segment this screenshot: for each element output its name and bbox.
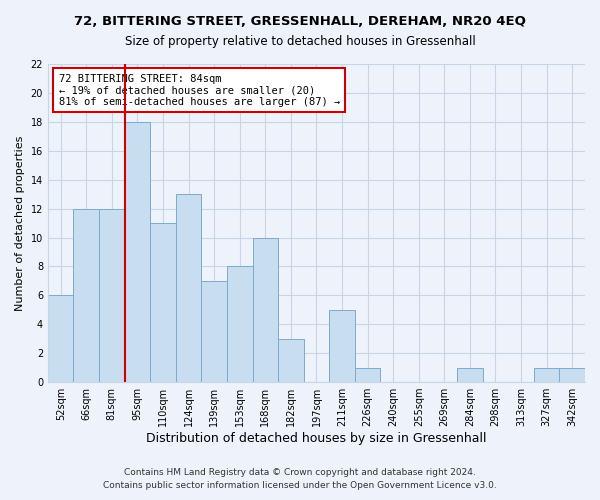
Text: 72 BITTERING STREET: 84sqm
← 19% of detached houses are smaller (20)
81% of semi: 72 BITTERING STREET: 84sqm ← 19% of deta… [59, 74, 340, 106]
Bar [559, 368, 585, 382]
Bar [457, 368, 482, 382]
Bar [534, 368, 559, 382]
Y-axis label: Number of detached properties: Number of detached properties [15, 136, 25, 310]
Bar [73, 208, 99, 382]
Bar [176, 194, 202, 382]
Bar [150, 223, 176, 382]
Bar [253, 238, 278, 382]
Text: Contains HM Land Registry data © Crown copyright and database right 2024.
Contai: Contains HM Land Registry data © Crown c… [103, 468, 497, 490]
Bar [202, 281, 227, 382]
Bar [329, 310, 355, 382]
Bar [99, 208, 125, 382]
Bar [48, 296, 73, 382]
Bar [355, 368, 380, 382]
Text: Size of property relative to detached houses in Gressenhall: Size of property relative to detached ho… [125, 35, 475, 48]
X-axis label: Distribution of detached houses by size in Gressenhall: Distribution of detached houses by size … [146, 432, 487, 445]
Bar [278, 338, 304, 382]
Bar [227, 266, 253, 382]
Bar [125, 122, 150, 382]
Text: 72, BITTERING STREET, GRESSENHALL, DEREHAM, NR20 4EQ: 72, BITTERING STREET, GRESSENHALL, DEREH… [74, 15, 526, 28]
